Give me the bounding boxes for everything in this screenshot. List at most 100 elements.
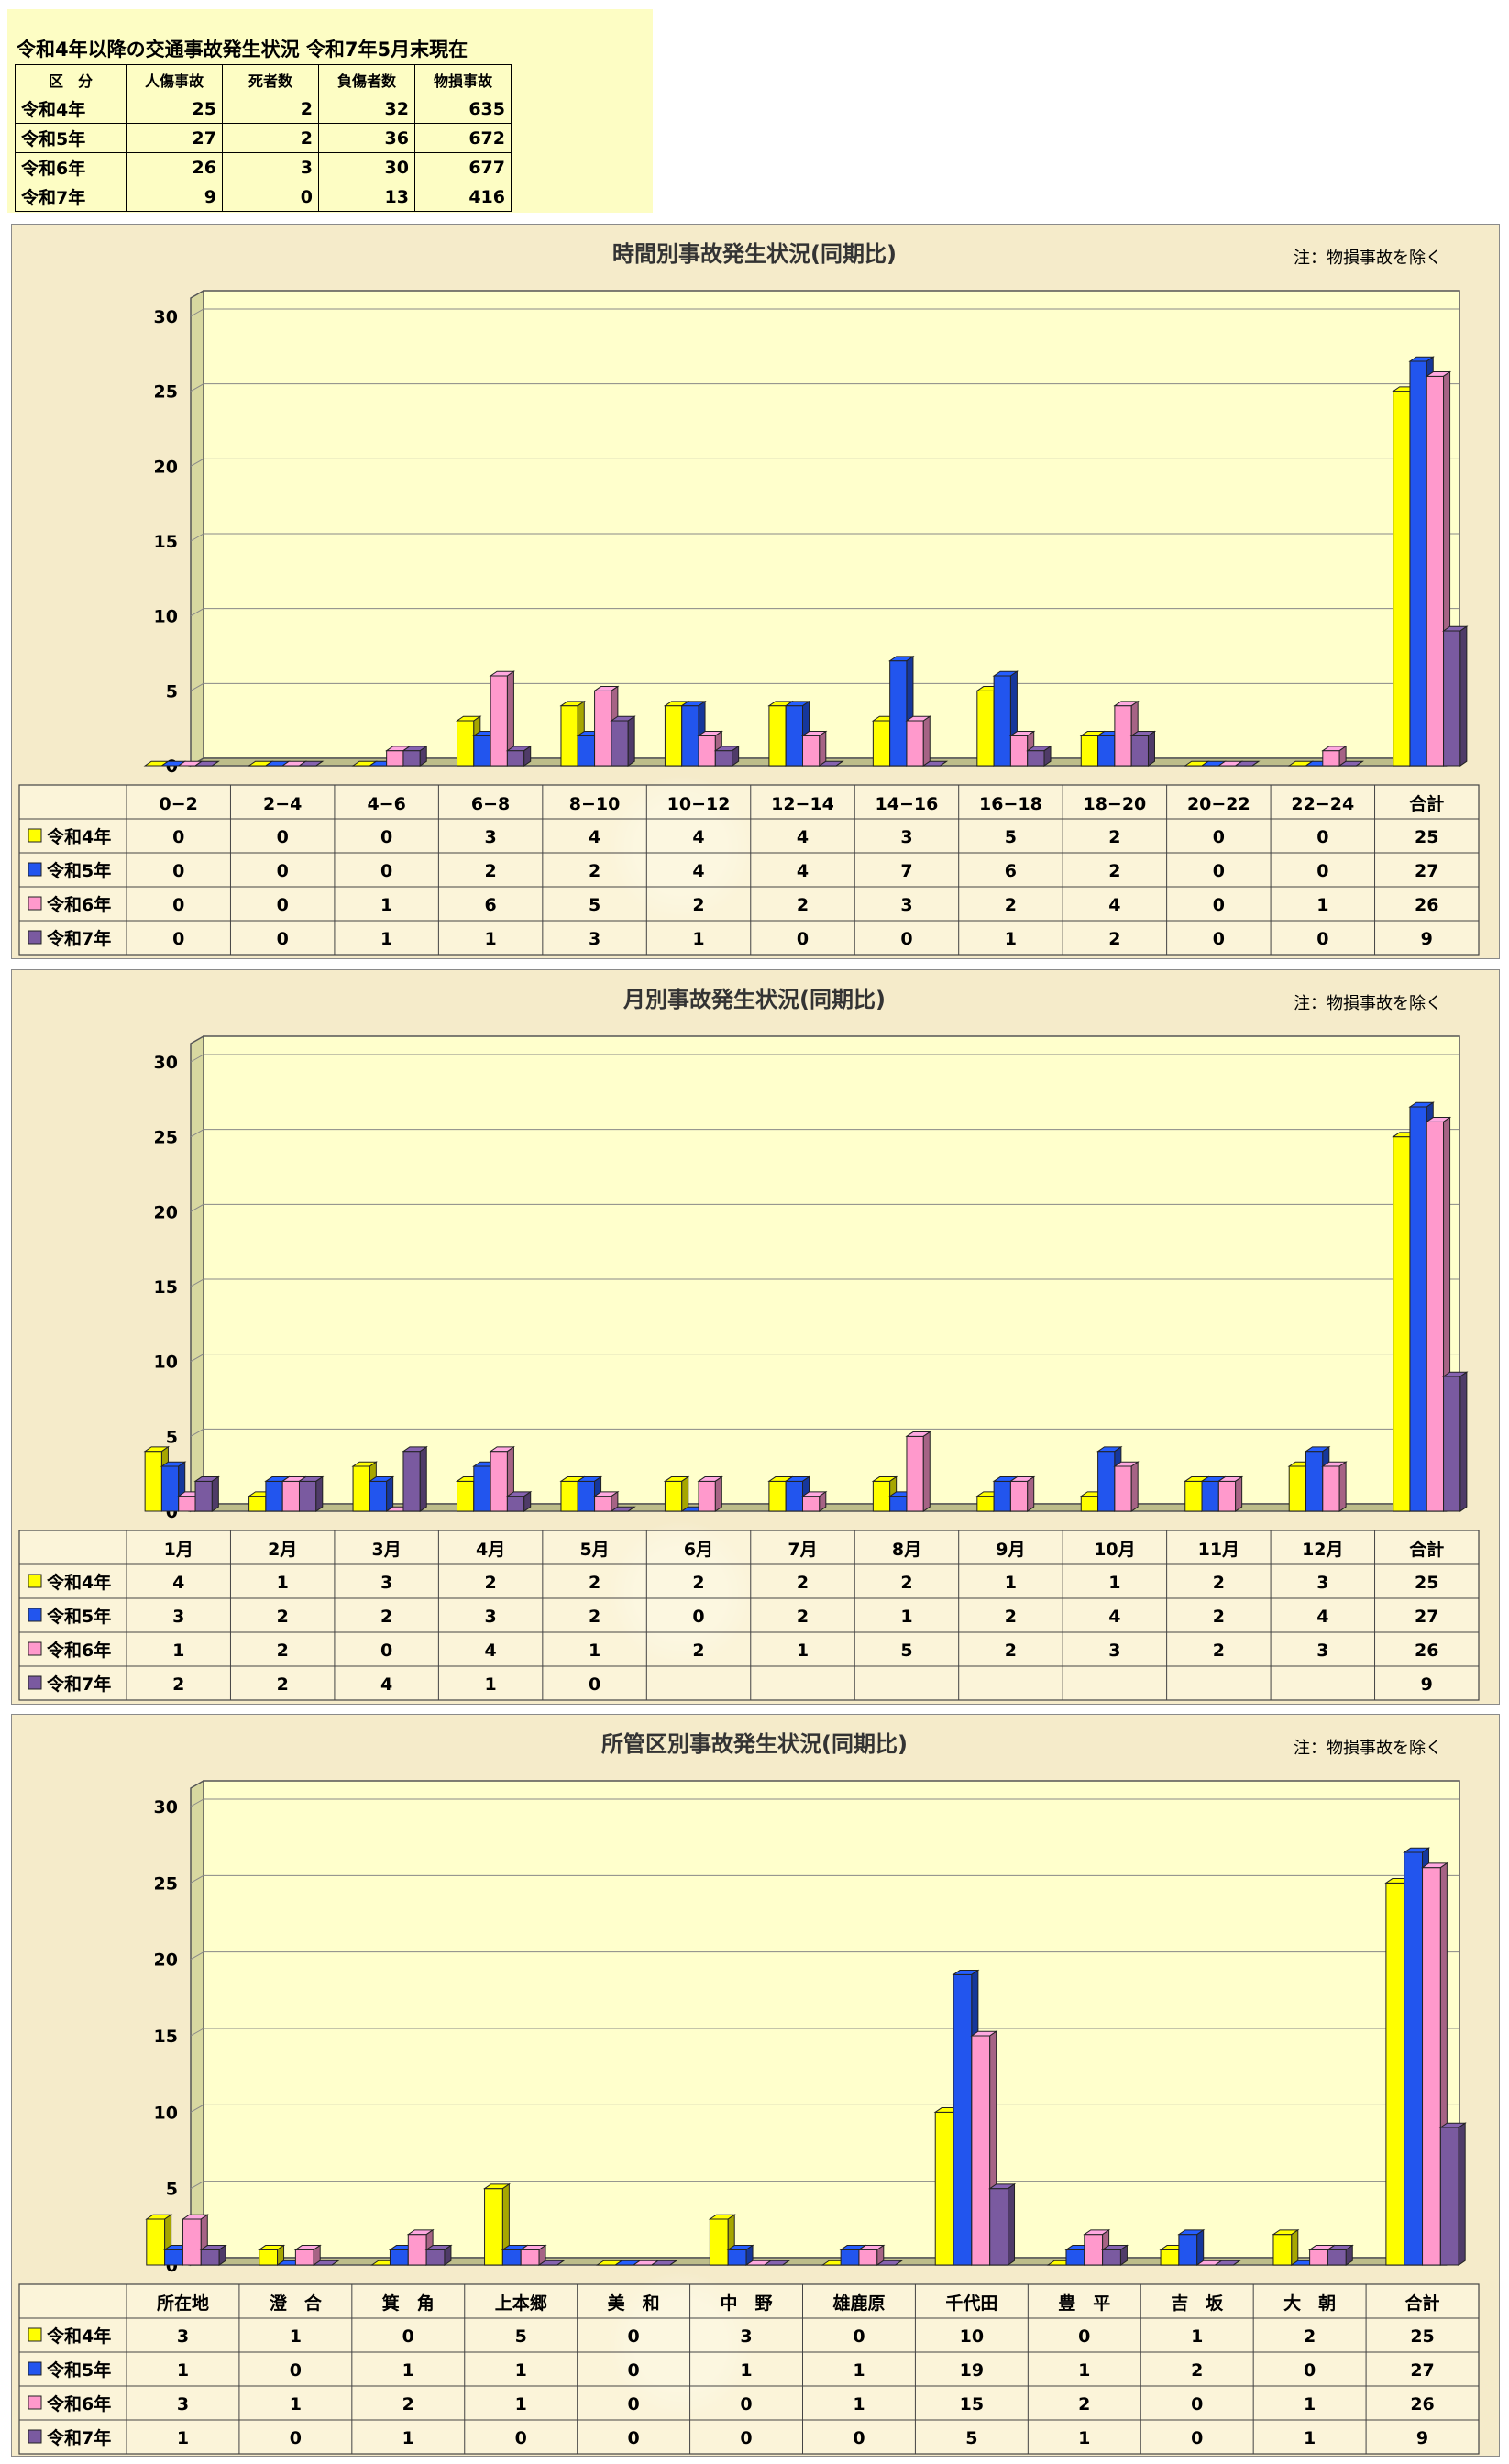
data-table: [18, 1530, 1480, 1701]
data-label: 0: [277, 827, 289, 847]
bar-front: [194, 1480, 213, 1512]
data-label: 0: [515, 2428, 527, 2448]
category-label: 大 朝: [1283, 2293, 1336, 2314]
gridline-side: [190, 1874, 204, 1884]
bar-year-2023: [1177, 2228, 1206, 2266]
summary-row: 令和4年 25 2 32 635: [15, 94, 512, 124]
bar-front: [858, 2249, 878, 2266]
bar-front: [594, 1496, 612, 1512]
category-label: 6月: [684, 1540, 713, 1560]
bar-year-2022: [258, 2244, 286, 2266]
data-label: 1: [177, 2360, 189, 2381]
bar-front: [1130, 735, 1149, 767]
gridline-side: [190, 1278, 204, 1287]
legend-swatch-year-2022: [28, 1574, 42, 1588]
data-label: 1: [853, 2394, 865, 2414]
bar-front: [989, 2188, 1009, 2266]
y-tick-label: 20: [154, 457, 178, 477]
data-label: 19: [960, 2360, 984, 2381]
bar-front: [1272, 2234, 1293, 2266]
bar-front: [457, 720, 475, 767]
data-label: 1: [277, 1573, 289, 1593]
bar-front: [1097, 1451, 1116, 1512]
bar-front: [727, 2249, 747, 2266]
data-label: 1: [1304, 2394, 1316, 2414]
bar-front: [473, 735, 491, 767]
bar-front: [484, 2188, 503, 2266]
bar-front: [840, 2249, 860, 2266]
legend-label-year-2024: 令和6年: [47, 1640, 111, 1661]
summary-cell: 13: [318, 182, 415, 212]
data-label: 1: [1191, 2326, 1203, 2347]
legend-swatch-year-2025: [28, 930, 42, 945]
category-label: 12−14: [771, 794, 834, 814]
category-label: 5月: [579, 1540, 609, 1560]
category-label: 6−8: [471, 794, 510, 814]
category-label: 1月: [164, 1540, 193, 1560]
bar-front: [889, 1496, 908, 1512]
summary-row-label: 令和6年: [15, 152, 127, 182]
data-label: 1: [853, 2360, 865, 2381]
bar-side: [1147, 730, 1155, 767]
data-label: 2: [1005, 895, 1017, 915]
bar-front: [953, 1973, 973, 2266]
legend-swatch-year-2022: [28, 2327, 42, 2342]
bar-year-2024: [592, 1490, 620, 1512]
y-tick-label: 15: [154, 1277, 178, 1298]
bar-top: [312, 2260, 340, 2266]
bar-year-2025: [988, 2182, 1017, 2266]
bar-side: [940, 760, 947, 767]
bar-front: [1443, 1376, 1461, 1512]
data-label: 7: [900, 861, 912, 881]
data-label: 1: [1005, 1573, 1017, 1593]
bar-front: [698, 735, 716, 767]
legend-swatch-year-2024: [28, 1641, 42, 1656]
legend-label-year-2024: 令和6年: [47, 2393, 111, 2414]
chart-panel-time: 時間別事故発生状況(同期比) 注：物損事故を除く 0 5 10 15 20 25 30 0−2 2−…: [11, 224, 1500, 959]
summary-row-label: 令和4年: [15, 94, 127, 124]
data-label: 1: [692, 929, 704, 949]
bar-front: [294, 2249, 314, 2266]
bar-side: [819, 1490, 827, 1512]
bar-side: [523, 745, 532, 767]
gridline-side: [190, 458, 204, 467]
data-label: 0: [277, 929, 289, 949]
bar-front: [369, 1480, 388, 1512]
legend-swatch-year-2023: [28, 862, 42, 877]
plot-back-wall: [203, 290, 1460, 759]
bar-side: [1251, 760, 1260, 767]
bar-front: [1409, 1106, 1427, 1512]
bar-year-2025: [818, 760, 844, 767]
plot-back-wall: [203, 1035, 1460, 1505]
data-label: 2: [1304, 2326, 1316, 2347]
data-label: 2: [1108, 861, 1120, 881]
data-label: 5: [1005, 827, 1017, 847]
summary-cell: 0: [222, 182, 319, 212]
chart-note: 注：物損事故を除く: [1294, 994, 1442, 1013]
bar-side: [1043, 745, 1052, 767]
y-tick-label: 5: [166, 1427, 178, 1447]
summary-header: 死者数: [222, 64, 319, 94]
bar-front: [594, 690, 612, 767]
bar-front: [906, 720, 924, 767]
plot-side-wall: [190, 1779, 204, 2267]
data-label: 1: [380, 895, 392, 915]
bar-front: [160, 1465, 180, 1512]
summary-title: 令和4年以降の交通事故発生状況 令和7年5月末現在: [17, 39, 468, 61]
data-label: 1: [515, 2394, 527, 2414]
gridline-side: [190, 1951, 204, 1961]
bar-side: [1008, 2182, 1016, 2266]
category-label: 豊 平: [1058, 2293, 1110, 2314]
bar-side: [1459, 625, 1468, 767]
data-label: 0: [589, 1674, 600, 1695]
bar-year-2022: [1272, 2228, 1300, 2266]
summary-cell: 677: [414, 152, 512, 182]
bar-front: [1084, 2234, 1104, 2266]
summary-cell: 9: [126, 182, 223, 212]
bar-front: [1393, 391, 1411, 767]
gridline-side: [190, 2104, 204, 2113]
data-label: 0: [1304, 2360, 1316, 2381]
data-label: 2: [692, 1573, 704, 1593]
data-label: 2: [797, 895, 809, 915]
